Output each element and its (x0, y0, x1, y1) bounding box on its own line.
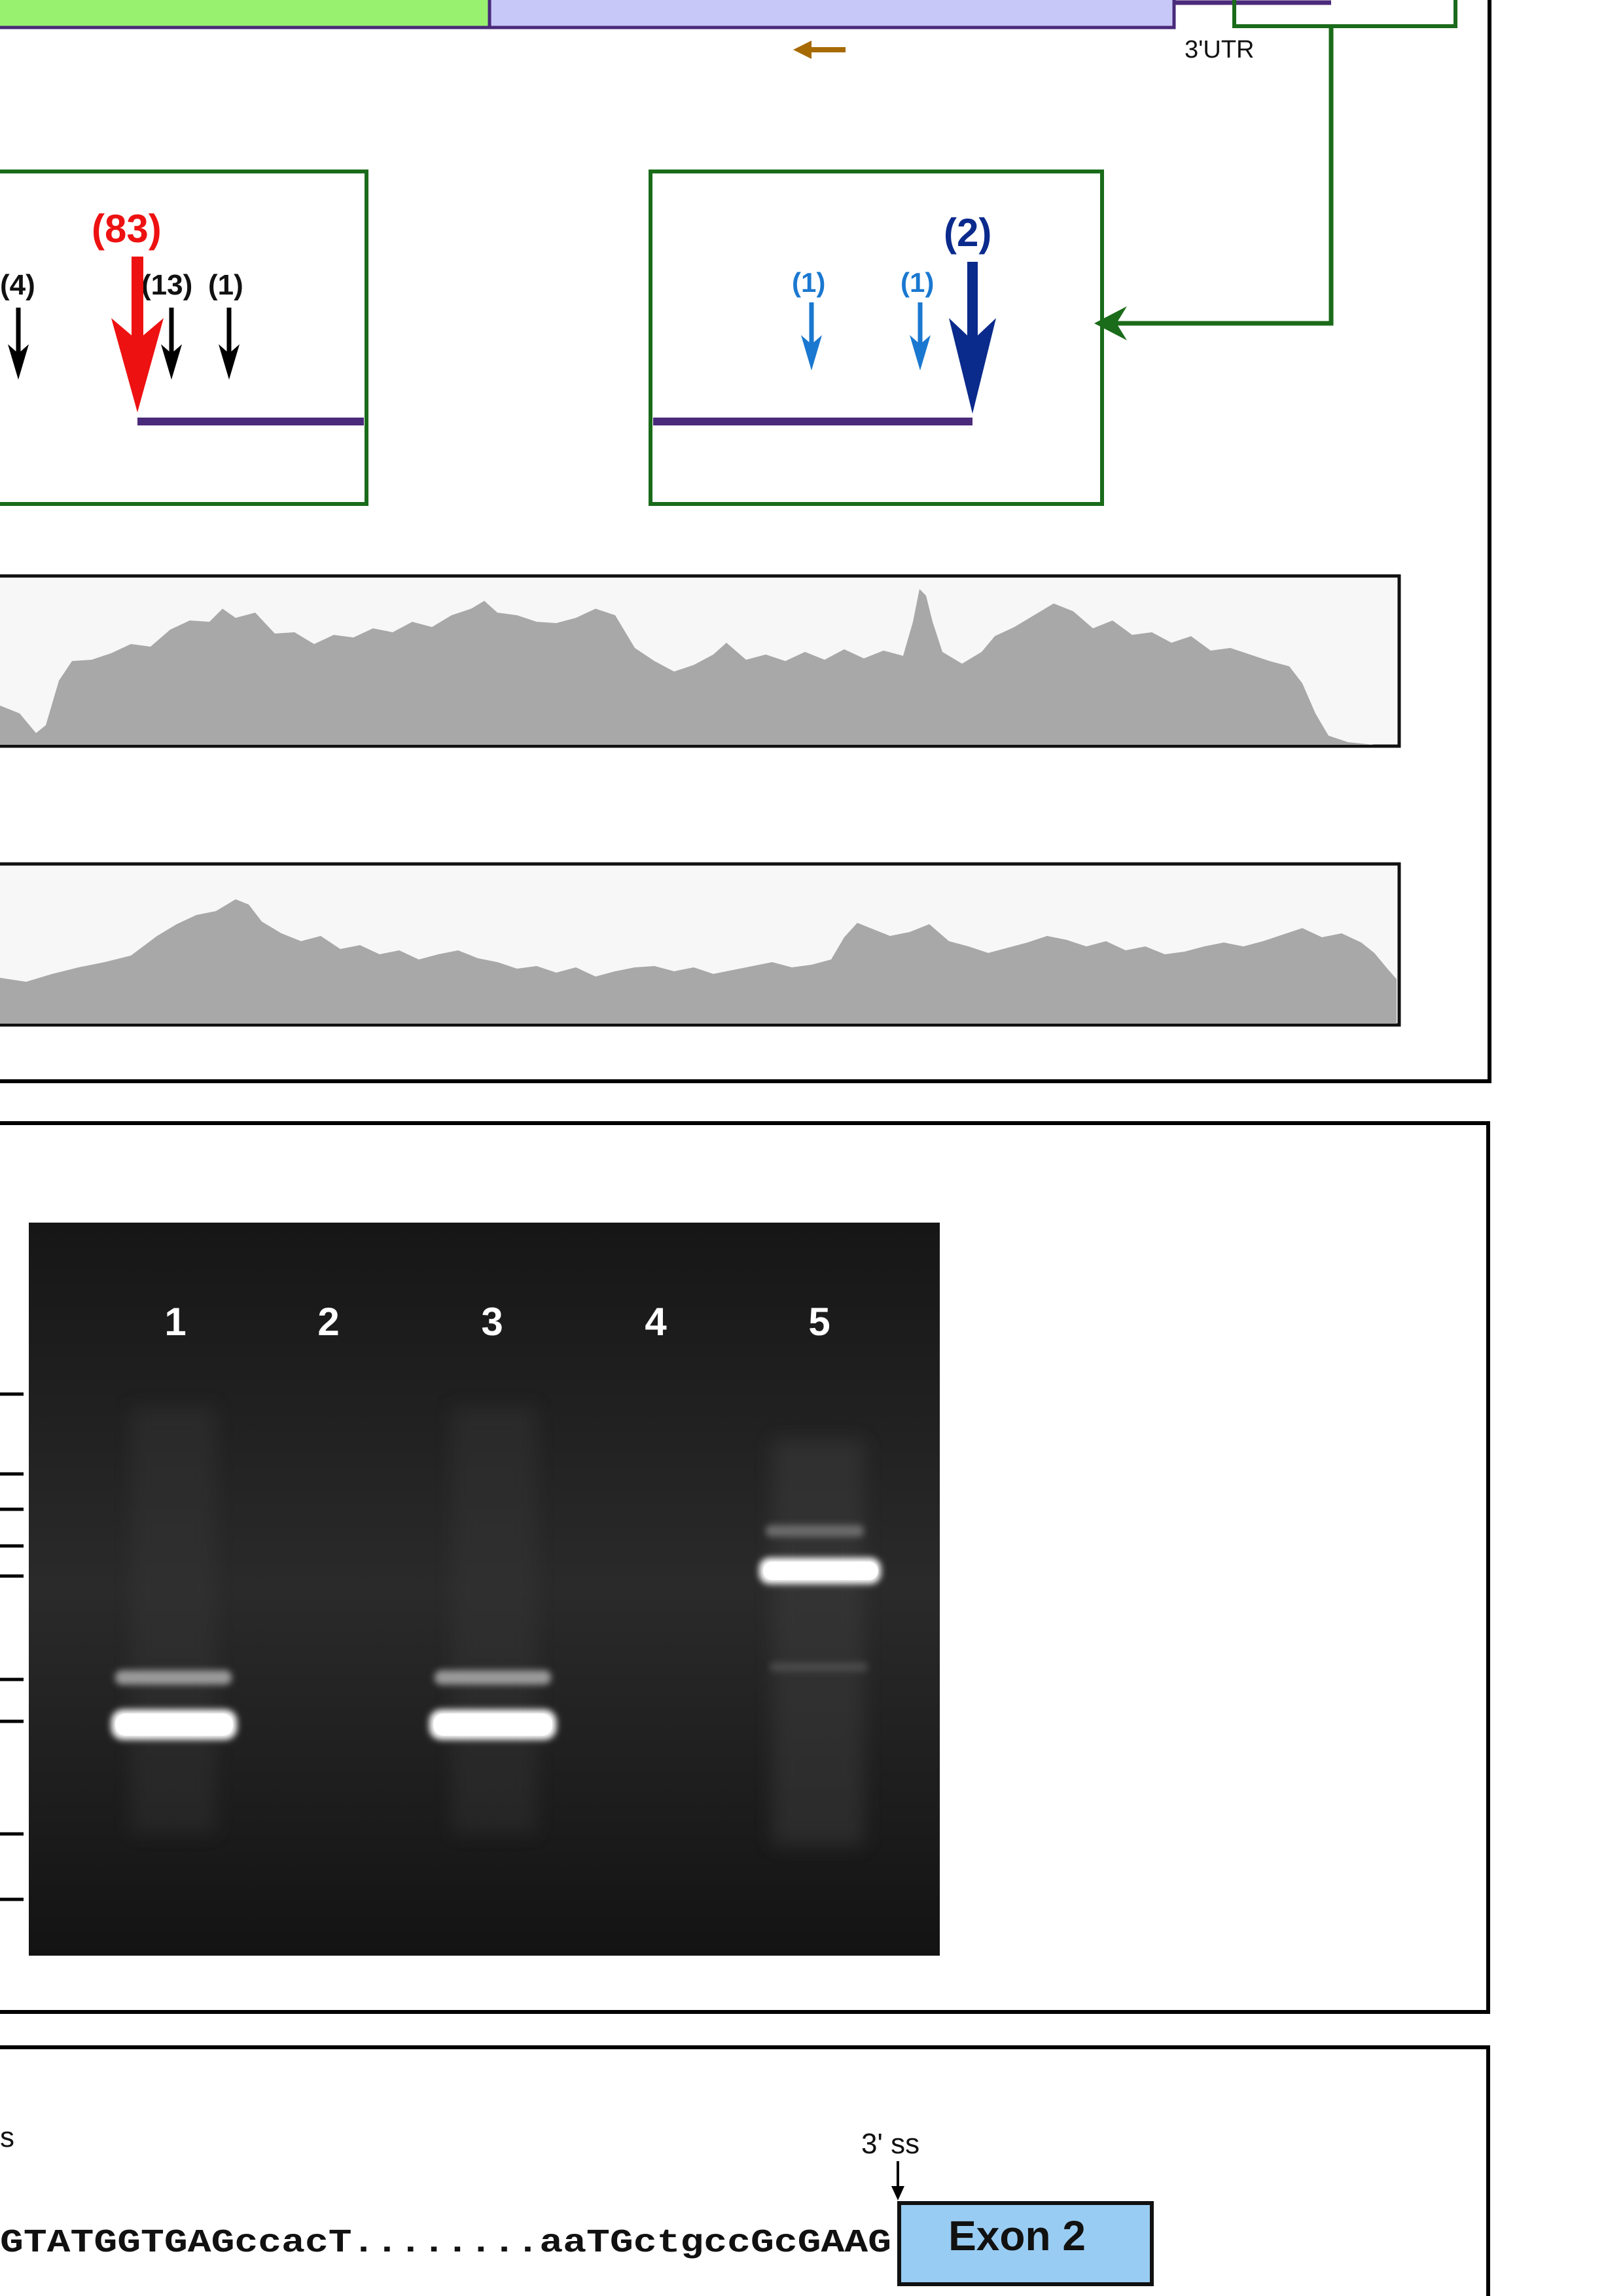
light-blue-arrow-icon (801, 302, 822, 370)
lane-label-4: 4 (645, 1300, 667, 1344)
zoom-source-box (1232, 0, 1457, 28)
panel-b-border (0, 1121, 1490, 2014)
count-label-1: (1) (208, 269, 243, 301)
count-label-blue-1a: (1) (792, 267, 825, 298)
utr-label: 3'UTR (1185, 36, 1255, 63)
panel-a: 3'UTR (4) (83) (13) (1) (0, 0, 1491, 1083)
left-zoom-box-border (0, 170, 368, 506)
band (435, 1670, 551, 1685)
count-label-blue-2: (2) (944, 211, 991, 255)
left-zoom-box: (4) (83) (13) (1) (0, 170, 368, 506)
black-arrow-icon (8, 308, 29, 380)
black-arrow-icon (161, 308, 182, 380)
black-arrow-icon (219, 308, 240, 380)
band (766, 1525, 864, 1537)
exon2-label: Exon 2 (948, 2212, 1086, 2259)
lane-label-1: 1 (164, 1300, 186, 1344)
band (115, 1713, 233, 1736)
panel-c: s 3' ss GTATGGTGAGccacT........aaTGctgcc… (0, 2045, 1490, 2296)
gene-model: 3'UTR (0, 0, 1457, 63)
count-label-83: (83) (92, 207, 162, 251)
exon-lavender-block (488, 0, 1176, 29)
coverage-track-2 (0, 862, 1401, 1027)
lane-label-5: 5 (808, 1300, 830, 1344)
lane-label-3: 3 (481, 1300, 503, 1344)
panel-c-border (0, 2045, 1490, 2296)
count-label-4: (4) (0, 269, 35, 301)
ladder-ticks (0, 1392, 24, 1901)
panel-b: 1 2 3 4 5 (0, 1121, 1490, 2014)
coverage-track-2-profile (0, 899, 1397, 1024)
band (763, 1562, 878, 1580)
coverage-track-1 (0, 574, 1401, 748)
count-label-blue-1b: (1) (901, 267, 934, 298)
zoom-connector (1094, 26, 1334, 340)
panel-a-border (0, 0, 1491, 1083)
zoom-connector-arrowhead-icon (1094, 306, 1127, 340)
right-zoom-box-border (649, 170, 1104, 506)
lane-smear (131, 1407, 216, 1833)
lane-label-2: 2 (317, 1300, 339, 1344)
exon-green-block (0, 0, 491, 29)
primer-arrow-icon (793, 41, 846, 59)
count-label-13: (13) (141, 269, 192, 301)
sequence-text: GTATGGTGAGccacT........aaTGctgccGcGAAG (0, 2225, 891, 2262)
splice-site-label-right: 3' ss (861, 2128, 919, 2160)
gel-image: 1 2 3 4 5 (29, 1223, 940, 1956)
lane-smear (452, 1407, 537, 1833)
dark-blue-arrow-icon (949, 262, 996, 414)
splice-site-label-left: s (0, 2121, 14, 2153)
red-arrow-icon (111, 257, 164, 412)
band (770, 1662, 868, 1672)
splice-site-arrow-icon (891, 2161, 904, 2200)
coverage-track-1-profile (0, 589, 1397, 745)
lane-smear (772, 1440, 864, 1846)
right-zoom-box: (1) (1) (2) (649, 170, 1104, 506)
band (433, 1713, 552, 1736)
light-blue-arrow-icon (910, 302, 931, 370)
band (115, 1670, 232, 1685)
exon2-box (897, 2201, 1154, 2286)
